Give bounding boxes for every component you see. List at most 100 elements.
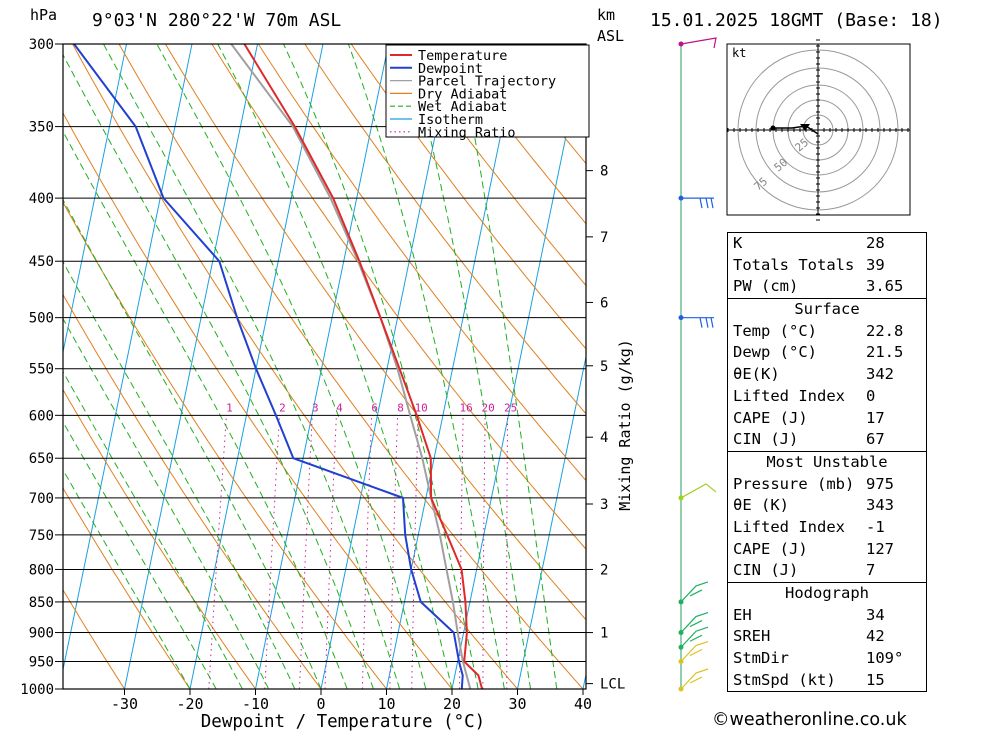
mixing-ratio-line [264,415,280,689]
legend-box [385,44,590,138]
isotherm-line [517,354,586,689]
pressure-tick-label: 850 [29,595,54,611]
wet-adiabat-line [63,53,374,689]
indices-row: SREH 42 [728,626,926,648]
axes: 1 2 3 4 6 8 10 16 20 2530035040045050055060065070… [20,37,634,732]
mixing-ratio-label: 2 [279,401,286,414]
indices-row: θE (K) 343 [728,495,926,517]
indices-value: 15 [866,670,885,689]
km-tick-label: 5 [600,359,608,375]
indices-label: EH [733,605,752,624]
dry-adiabat-line [396,44,586,287]
km-tick-label: 6 [600,295,608,311]
pressure-tick-label: 500 [29,311,54,327]
km-tick-label: 8 [600,164,608,180]
indices-label: θE(K) [733,365,780,384]
mixing-ratio-label: 25 [504,401,517,414]
indices-row: Pressure (mb) 975 [728,474,926,496]
dry-adiabat-line [443,44,586,225]
footer-credit: ©weatheronline.co.uk [712,710,907,730]
indices-label: StmSpd (kt) [733,670,836,689]
indices-row: K 28 [728,233,926,255]
isotherm-line [255,44,389,689]
plot-frame [62,43,587,690]
pressure-tick-label: 650 [29,451,54,467]
isotherm-line [63,44,193,673]
indices-table: K 28 Totals Totals 39 PW (cm) 3.65 Surface Temp… [727,232,927,693]
temp-tick-label: 30 [508,695,526,713]
temp-tick-label: -10 [242,695,269,713]
isotherm-line [124,44,258,689]
indices-row: EH 34 [728,605,926,627]
indices-label: StmDir [733,649,789,668]
wet-adiabat-line [217,44,453,689]
pressure-tick-label: 300 [29,37,54,53]
indices-value: 17 [866,408,885,427]
dry-adiabat-line [72,44,518,689]
wet-adiabat-line [63,130,348,689]
indices-row: Lifted Index -1 [728,517,926,539]
legend-label: Dewpoint [418,61,483,77]
mixing-ratio-axis-title: Mixing Ratio (g/kg) [616,339,634,511]
legend-label: Temperature [418,48,507,64]
wind-barb [680,483,717,499]
indices-value: 342 [866,365,894,384]
header-hpa-label: hPa [30,6,58,24]
mixing-ratio-label: 10 [415,401,428,414]
km-tick-label: 2 [600,562,608,578]
mixing-ratio-label: 16 [459,401,472,414]
isotherm-line [320,44,455,689]
indices-section-mu: Most Unstable Pressure (mb) 975 θE (K) 343 Li… [727,450,927,583]
mixing-ratio-label: 6 [371,401,378,414]
dry-adiabat-line [63,293,322,689]
pressure-tick-label: 1000 [20,682,54,698]
indices-section-title: Hodograph [785,584,869,602]
temperature-line [243,44,484,689]
indices-section-general: K 28 Totals Totals 39 PW (cm) 3.65 [727,232,927,300]
dry-adiabat-line [304,44,586,415]
dry-adiabat-line [63,112,453,689]
indices-value: 109° [866,649,904,668]
header-location: 9°03'N 280°22'W 70m ASL [92,10,342,31]
profiles [73,44,484,689]
indices-label: Temp (°C) [733,321,817,340]
legend-label: Dry Adiabat [418,86,507,102]
temp-tick-label: 20 [443,695,461,713]
temp-tick-label: 40 [574,695,592,713]
indices-value: 975 [866,474,894,493]
indices-value: 7 [866,561,876,580]
indices-value: 21.5 [866,343,904,362]
indices-row: CIN (J) 67 [728,429,926,451]
mixing-ratio-label: 8 [397,401,404,414]
dewpoint-line [73,44,464,689]
mixing-ratio-label: 3 [312,401,319,414]
indices-row: θE(K) 342 [728,364,926,386]
wind-barb [680,626,709,648]
km-tick-label: 4 [600,430,608,446]
indices-value: 28 [866,234,885,252]
indices-label: Totals Totals [733,255,855,274]
indices-label: CIN (J) [733,430,799,449]
legend-label: Mixing Ratio [418,125,516,141]
km-tick-label: 7 [600,230,608,246]
pressure-tick-label: 350 [29,120,54,136]
wind-barb [680,581,709,603]
indices-section-title: Surface [794,300,860,319]
indices-label: K [733,234,743,252]
wind-barb [681,317,714,328]
temp-tick-label: 10 [377,695,395,713]
wind-barb [680,640,709,662]
indices-value: 127 [866,539,894,558]
dry-adiabat-line [211,44,586,550]
indices-row: PW (cm) 3.65 [728,276,926,298]
parcel-trajectory-line [230,44,472,689]
hodograph-point [770,125,776,131]
isotherm-line [451,44,586,689]
indices-label: CIN (J) [733,561,799,580]
pressure-tick-label: 800 [29,562,54,578]
indices-row: StmDir 109° [728,648,926,670]
temp-tick-label: 0 [316,695,325,713]
mixing-ratio-line [361,415,373,689]
mixing-ratio-label: 4 [336,401,343,414]
